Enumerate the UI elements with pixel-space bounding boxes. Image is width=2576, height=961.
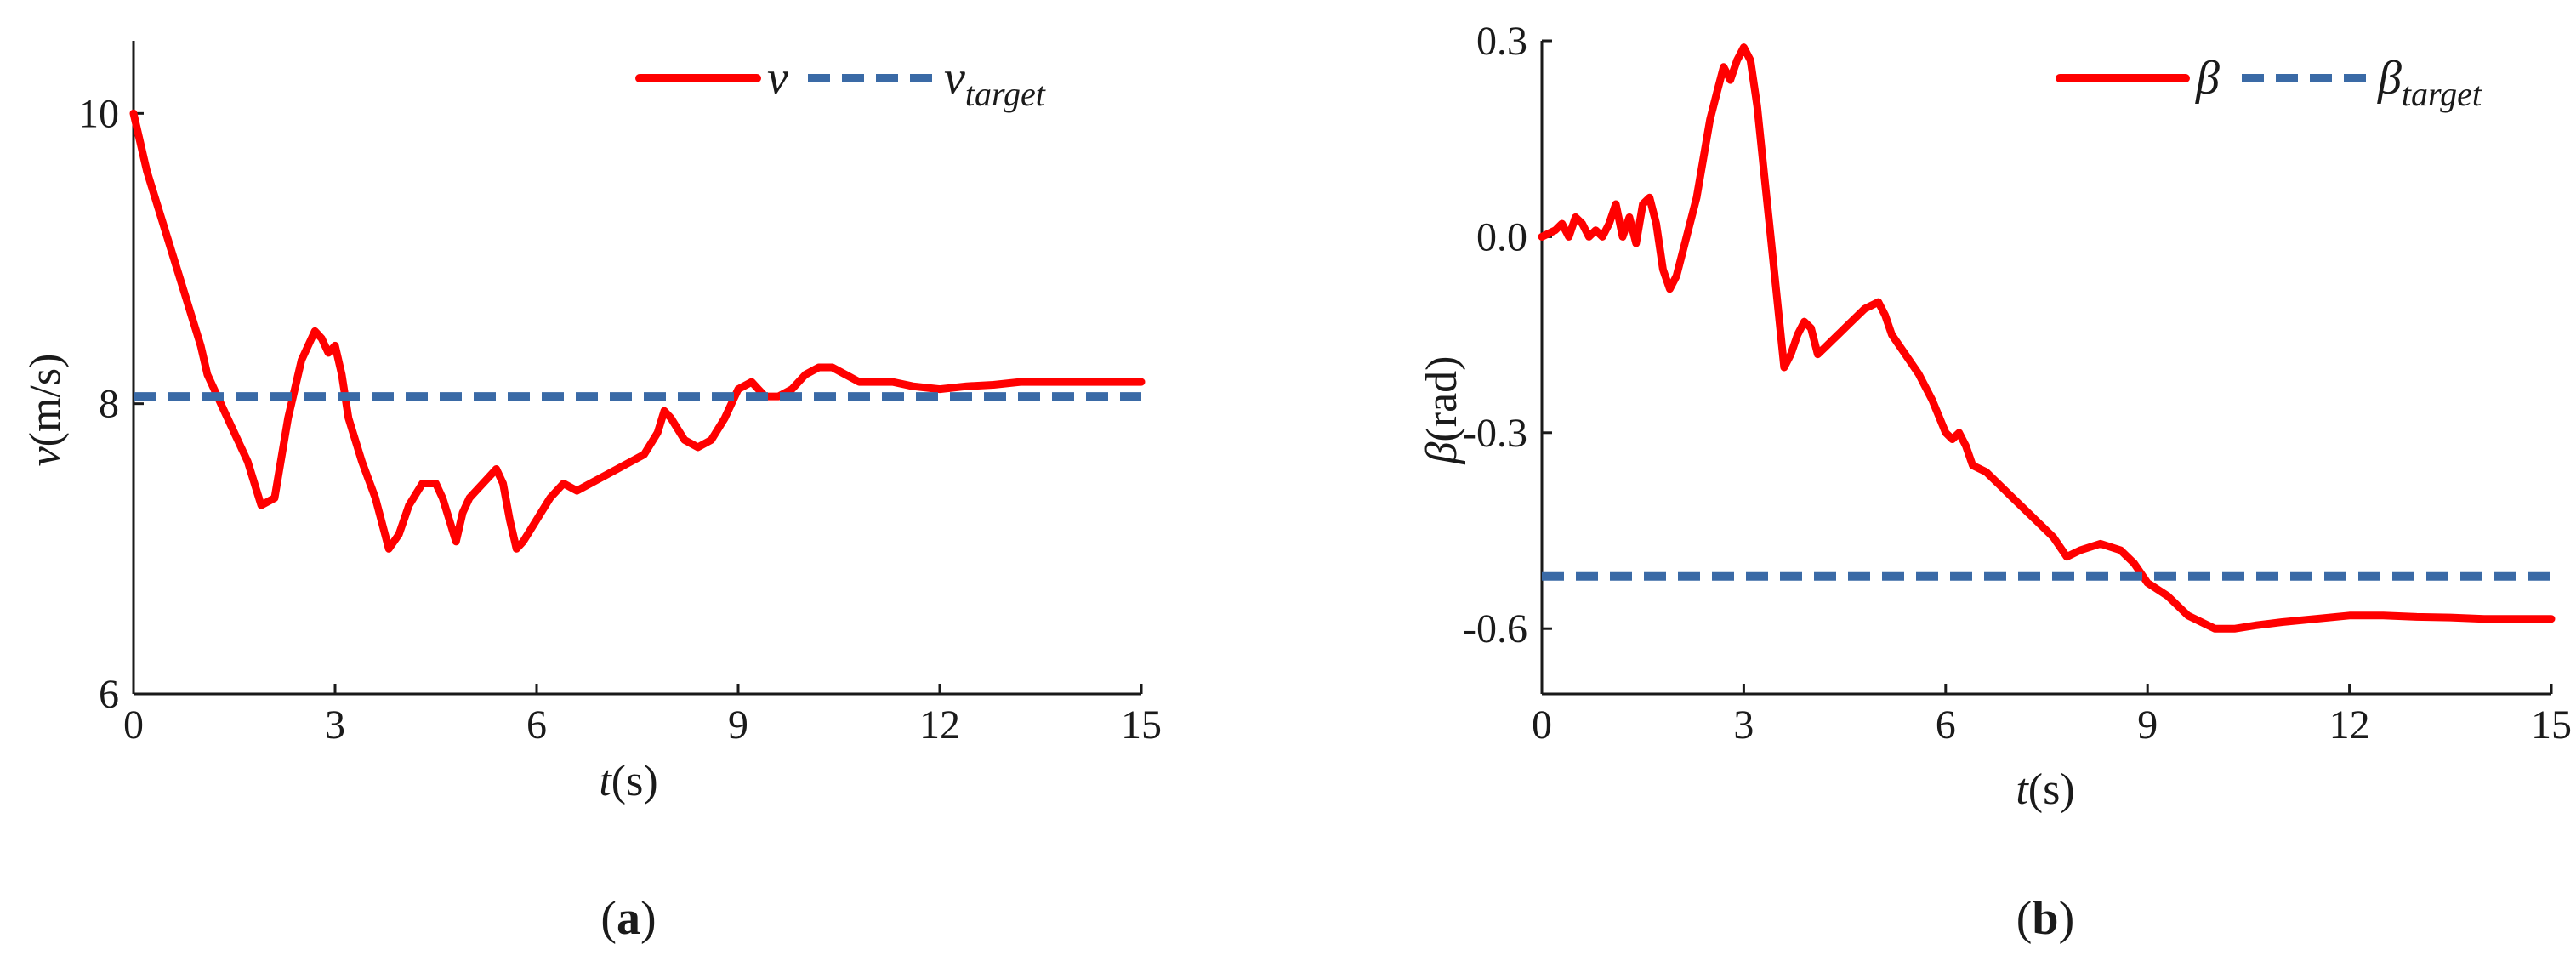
x-tick-label: 3 xyxy=(1733,702,1754,748)
y-tick-label: 6 xyxy=(99,672,119,717)
x-tick-label: 15 xyxy=(2531,702,2572,748)
legend-label-target: vtarget xyxy=(944,52,1046,113)
y-axis-label: v(m/s) xyxy=(21,354,70,467)
series-line-measured xyxy=(129,109,1146,553)
x-tick-label: 15 xyxy=(1121,702,1162,748)
legend-label-measured: β xyxy=(2195,52,2220,105)
x-tick-label: 9 xyxy=(728,702,748,748)
y-tick-label: -0.6 xyxy=(1463,606,1527,651)
x-axis-label: t(s) xyxy=(2016,765,2074,814)
legend-label-measured: v xyxy=(767,52,788,105)
y-tick-label: 8 xyxy=(99,382,119,427)
panel-label: (b) xyxy=(2016,892,2074,945)
y-tick-label: 0.3 xyxy=(1476,19,1527,64)
chart-panel-a: 0 3 6 9 12 15 6 8 10 v(m/s) t(s) v vtarget (a) xyxy=(21,41,1162,945)
x-tick-label: 0 xyxy=(1532,702,1552,748)
legend-label-target: βtarget xyxy=(2377,52,2482,113)
x-axis-label: t(s) xyxy=(599,757,657,805)
panel-label: (a) xyxy=(600,892,656,945)
x-tick-label: 0 xyxy=(123,702,144,748)
y-tick-label: -0.3 xyxy=(1463,411,1527,456)
chart-panel-b: 0 3 6 9 12 15 -0.6 -0.3 0.0 0.3 β(rad) t(s) β βta… xyxy=(1418,19,2572,945)
x-tick-label: 6 xyxy=(526,702,547,748)
x-tick-label: 9 xyxy=(2137,702,2158,748)
y-axis-label: β(rad) xyxy=(1418,356,1466,465)
x-tick-label: 3 xyxy=(325,702,345,748)
y-tick-label: 10 xyxy=(78,91,119,136)
legend: β βtarget xyxy=(2056,52,2482,113)
y-tick-label: 0.0 xyxy=(1476,214,1527,259)
x-tick-label: 12 xyxy=(2329,702,2370,748)
x-tick-label: 12 xyxy=(919,702,960,748)
legend: v vtarget xyxy=(635,52,1046,113)
series-line-measured xyxy=(1538,43,2556,633)
x-tick-label: 6 xyxy=(1936,702,1956,748)
